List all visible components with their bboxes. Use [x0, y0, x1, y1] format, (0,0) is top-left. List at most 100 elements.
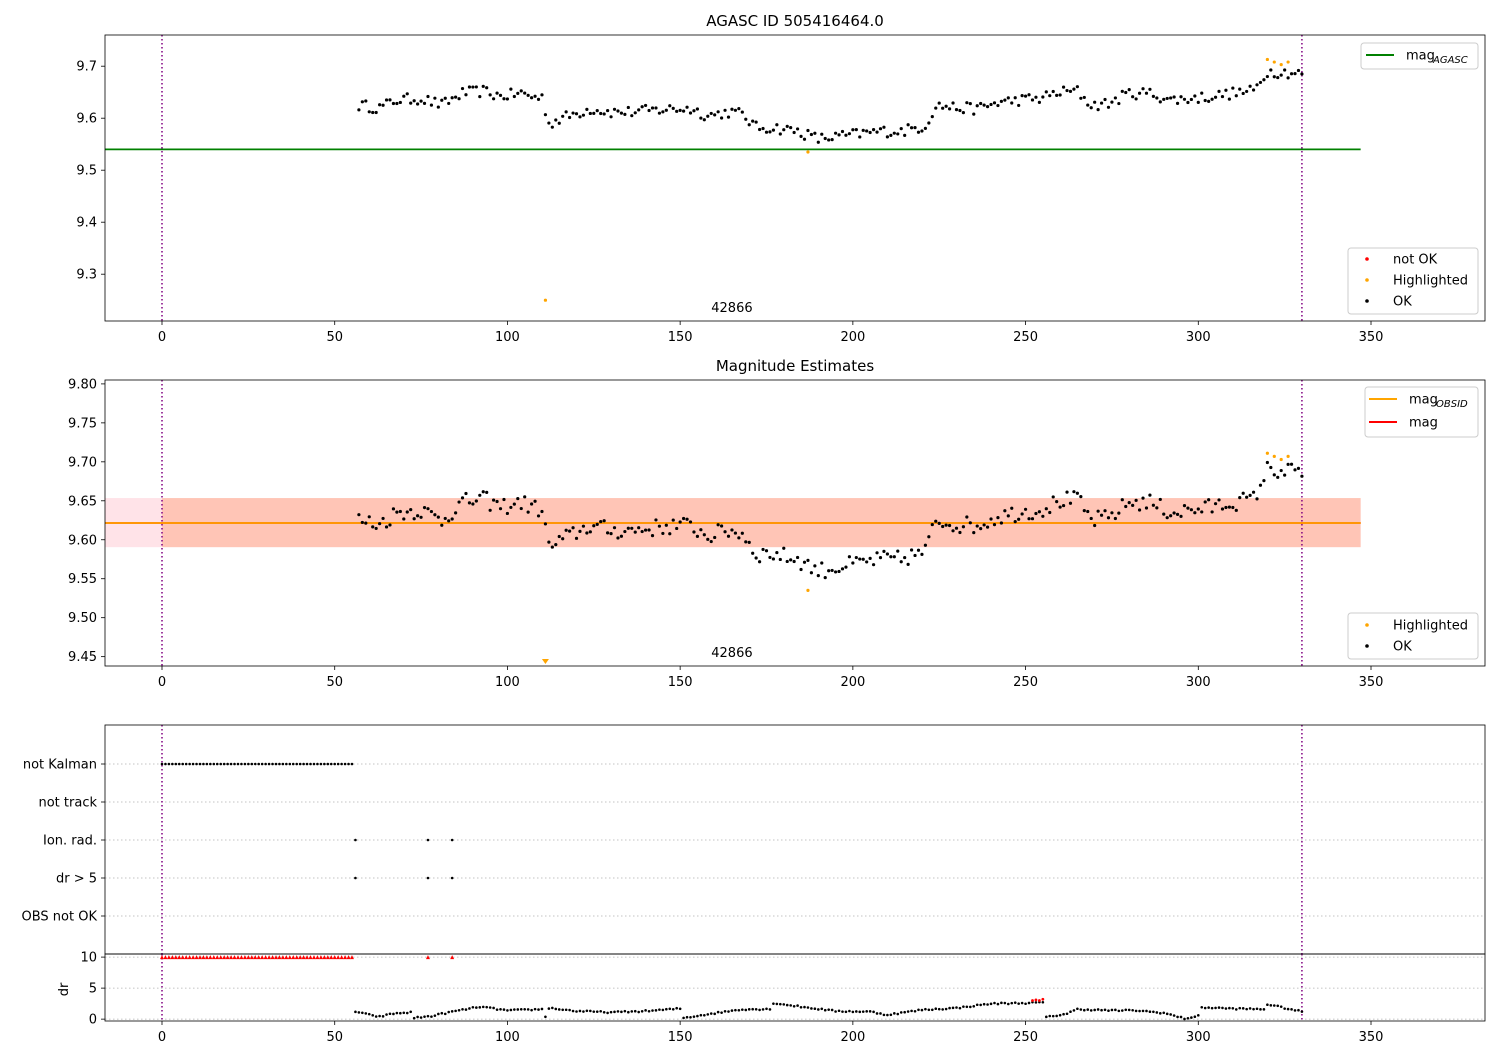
ok-point	[1148, 493, 1152, 497]
ok-point	[1127, 87, 1131, 92]
dr-point	[561, 1008, 564, 1012]
ok-point	[388, 523, 392, 527]
ok-point	[706, 537, 710, 541]
ok-point	[975, 524, 979, 528]
ok-point	[1162, 512, 1166, 516]
ok-point	[985, 105, 990, 109]
ok-point	[550, 545, 554, 549]
dr-point	[654, 1009, 658, 1012]
x-tick-label: 350	[1359, 675, 1384, 690]
ok-point	[357, 513, 361, 517]
ok-point	[757, 560, 762, 564]
dr-point	[754, 1007, 758, 1011]
ok-point	[675, 526, 679, 531]
ok-point	[550, 125, 554, 129]
ok-point	[785, 559, 789, 564]
ok-point	[681, 516, 686, 521]
dr-point	[616, 1010, 620, 1013]
dr-point	[361, 1011, 364, 1015]
dr-point	[965, 1005, 969, 1009]
dr-point	[547, 1007, 551, 1010]
dr-point	[1131, 1008, 1134, 1012]
flag-point	[350, 762, 354, 766]
dr-clipped-marker	[242, 955, 247, 960]
ok-point	[1017, 103, 1021, 108]
ok-point	[1037, 510, 1041, 514]
ok-point	[526, 510, 530, 514]
dr-point	[1020, 1001, 1024, 1005]
y-tick-label: 9.7	[76, 60, 97, 75]
dr-point	[557, 1008, 561, 1011]
ok-point	[1238, 87, 1242, 91]
dr-point	[620, 1010, 623, 1014]
dr-point	[761, 1008, 765, 1011]
dr-point	[571, 1009, 575, 1013]
flag-point	[347, 762, 350, 766]
ok-point	[402, 94, 406, 98]
ok-point	[1165, 516, 1169, 520]
chart-title: AGASC ID 505416464.0	[706, 12, 884, 30]
ok-point	[906, 562, 910, 566]
ok-point	[1196, 100, 1200, 105]
ok-point	[1020, 94, 1024, 98]
ok-point	[1186, 506, 1190, 510]
ok-point	[405, 510, 409, 514]
dr-point	[409, 1010, 413, 1014]
ok-point	[1289, 72, 1294, 76]
ok-point	[1193, 94, 1197, 98]
dr-point	[830, 1008, 834, 1012]
legend-point-status	[1347, 247, 1479, 315]
ok-point	[816, 574, 820, 578]
ok-point	[782, 128, 786, 132]
ok-point	[699, 528, 703, 532]
dr-point	[744, 1008, 748, 1012]
ok-point	[1248, 493, 1252, 497]
dr-point	[1017, 1002, 1020, 1005]
dr-point	[806, 1006, 810, 1009]
ok-point	[1210, 97, 1214, 101]
dr-point	[1162, 1011, 1166, 1015]
ok-point	[599, 519, 603, 524]
ok-point	[561, 537, 565, 541]
ok-point	[868, 556, 872, 560]
ok-point	[419, 99, 423, 103]
x-tick-label: 250	[1013, 1030, 1038, 1045]
dr-point	[468, 1007, 471, 1010]
ok-point	[764, 549, 769, 553]
dr-point	[1207, 1006, 1210, 1009]
ok-point	[878, 555, 883, 560]
dr-clipped-marker	[308, 955, 313, 960]
ok-point	[775, 550, 779, 555]
ok-point	[467, 85, 472, 89]
ok-point	[989, 517, 993, 521]
ok-point	[775, 123, 779, 127]
flag-point	[285, 762, 288, 766]
ok-point	[1072, 490, 1076, 494]
dr-point	[506, 1009, 509, 1012]
dr-point	[613, 1010, 616, 1014]
ok-point	[913, 126, 917, 130]
dr-clipped-marker	[305, 955, 310, 960]
ok-point	[371, 525, 375, 529]
ok-point	[609, 115, 613, 119]
x-tick-label: 0	[158, 330, 166, 345]
ok-point	[543, 522, 548, 526]
ok-point	[702, 118, 706, 122]
ok-point	[1055, 500, 1059, 504]
ok-point	[1179, 514, 1183, 518]
ok-point	[751, 551, 755, 555]
ok-point	[557, 534, 561, 539]
ok-point	[433, 513, 437, 517]
ok-point	[381, 103, 385, 107]
x-tick-label: 200	[840, 330, 865, 345]
dr-clipped-marker	[163, 955, 168, 960]
ok-point	[851, 561, 855, 565]
dr-point	[364, 1012, 368, 1015]
ok-point	[1068, 89, 1073, 93]
ok-point	[896, 549, 900, 553]
dr-point	[454, 1009, 457, 1013]
ok-point	[1207, 99, 1211, 103]
dr-point	[1234, 1008, 1238, 1011]
dr-clipped-marker	[280, 955, 285, 960]
x-tick-label: 0	[158, 675, 166, 690]
